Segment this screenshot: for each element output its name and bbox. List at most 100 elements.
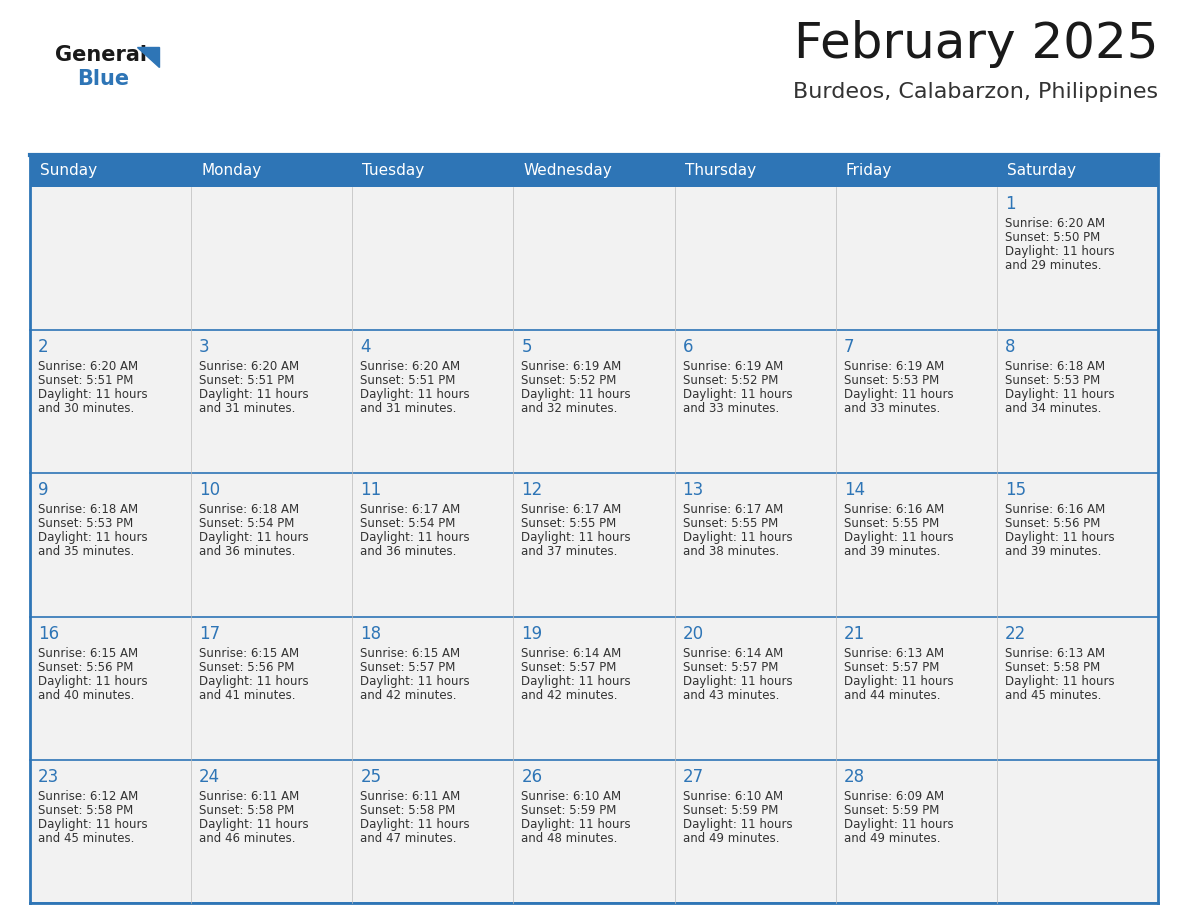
- Text: Sunset: 5:59 PM: Sunset: 5:59 PM: [522, 804, 617, 817]
- Bar: [513, 760, 675, 903]
- Text: General: General: [55, 45, 147, 65]
- Text: Daylight: 11 hours: Daylight: 11 hours: [843, 675, 953, 688]
- Text: 2: 2: [38, 338, 49, 356]
- Bar: [353, 474, 513, 617]
- Text: Daylight: 11 hours: Daylight: 11 hours: [200, 388, 309, 401]
- Text: Sunset: 5:54 PM: Sunset: 5:54 PM: [360, 518, 456, 531]
- Text: Thursday: Thursday: [684, 163, 756, 178]
- Text: Sunset: 5:53 PM: Sunset: 5:53 PM: [1005, 375, 1100, 387]
- Text: Daylight: 11 hours: Daylight: 11 hours: [683, 675, 792, 688]
- Text: Sunrise: 6:19 AM: Sunrise: 6:19 AM: [843, 360, 944, 374]
- Text: Sunrise: 6:13 AM: Sunrise: 6:13 AM: [843, 646, 943, 660]
- Text: 13: 13: [683, 481, 703, 499]
- Text: and 41 minutes.: and 41 minutes.: [200, 688, 296, 701]
- Text: Daylight: 11 hours: Daylight: 11 hours: [1005, 388, 1114, 401]
- Text: and 46 minutes.: and 46 minutes.: [200, 832, 296, 845]
- Text: Sunset: 5:52 PM: Sunset: 5:52 PM: [522, 375, 617, 387]
- Text: Sunrise: 6:17 AM: Sunrise: 6:17 AM: [683, 503, 783, 517]
- Text: 9: 9: [38, 481, 49, 499]
- Text: Sunrise: 6:20 AM: Sunrise: 6:20 AM: [38, 360, 138, 374]
- Text: 14: 14: [843, 481, 865, 499]
- Text: and 45 minutes.: and 45 minutes.: [1005, 688, 1101, 701]
- Bar: [835, 760, 997, 903]
- Text: and 42 minutes.: and 42 minutes.: [522, 688, 618, 701]
- Bar: [835, 474, 997, 617]
- Text: Sunrise: 6:11 AM: Sunrise: 6:11 AM: [360, 789, 461, 803]
- Text: Sunrise: 6:19 AM: Sunrise: 6:19 AM: [683, 360, 783, 374]
- Bar: [30, 474, 191, 617]
- Text: and 48 minutes.: and 48 minutes.: [522, 832, 618, 845]
- Text: 1: 1: [1005, 195, 1016, 213]
- Bar: [835, 187, 997, 330]
- Bar: [30, 330, 191, 474]
- Text: Daylight: 11 hours: Daylight: 11 hours: [522, 675, 631, 688]
- Text: Sunset: 5:55 PM: Sunset: 5:55 PM: [843, 518, 939, 531]
- Text: Daylight: 11 hours: Daylight: 11 hours: [522, 388, 631, 401]
- Bar: [997, 187, 1158, 330]
- Text: Sunset: 5:57 PM: Sunset: 5:57 PM: [843, 661, 939, 674]
- Text: Daylight: 11 hours: Daylight: 11 hours: [200, 675, 309, 688]
- Text: Daylight: 11 hours: Daylight: 11 hours: [38, 818, 147, 831]
- Text: Daylight: 11 hours: Daylight: 11 hours: [1005, 245, 1114, 258]
- Text: Sunset: 5:58 PM: Sunset: 5:58 PM: [38, 804, 133, 817]
- Bar: [353, 617, 513, 760]
- Bar: [353, 187, 513, 330]
- Text: Sunset: 5:53 PM: Sunset: 5:53 PM: [38, 518, 133, 531]
- Text: Sunday: Sunday: [40, 163, 97, 178]
- Text: Daylight: 11 hours: Daylight: 11 hours: [360, 818, 470, 831]
- Polygon shape: [137, 47, 159, 67]
- Text: Sunrise: 6:10 AM: Sunrise: 6:10 AM: [522, 789, 621, 803]
- Text: 11: 11: [360, 481, 381, 499]
- Bar: [353, 330, 513, 474]
- Text: and 44 minutes.: and 44 minutes.: [843, 688, 940, 701]
- Text: Sunset: 5:58 PM: Sunset: 5:58 PM: [360, 804, 455, 817]
- Text: Sunrise: 6:17 AM: Sunrise: 6:17 AM: [360, 503, 461, 517]
- Bar: [997, 760, 1158, 903]
- Text: Sunset: 5:56 PM: Sunset: 5:56 PM: [38, 661, 133, 674]
- Bar: [30, 187, 191, 330]
- Text: Sunset: 5:58 PM: Sunset: 5:58 PM: [200, 804, 295, 817]
- Text: and 35 minutes.: and 35 minutes.: [38, 545, 134, 558]
- Text: Daylight: 11 hours: Daylight: 11 hours: [360, 532, 470, 544]
- Text: and 38 minutes.: and 38 minutes.: [683, 545, 779, 558]
- Bar: [353, 760, 513, 903]
- Text: Sunrise: 6:09 AM: Sunrise: 6:09 AM: [843, 789, 943, 803]
- Text: Sunset: 5:51 PM: Sunset: 5:51 PM: [200, 375, 295, 387]
- Bar: [513, 474, 675, 617]
- Text: Burdeos, Calabarzon, Philippines: Burdeos, Calabarzon, Philippines: [792, 82, 1158, 102]
- Text: 22: 22: [1005, 624, 1026, 643]
- Text: Daylight: 11 hours: Daylight: 11 hours: [38, 388, 147, 401]
- Text: and 32 minutes.: and 32 minutes.: [522, 402, 618, 415]
- Text: Friday: Friday: [846, 163, 892, 178]
- Text: and 34 minutes.: and 34 minutes.: [1005, 402, 1101, 415]
- Bar: [191, 617, 353, 760]
- Text: Sunset: 5:54 PM: Sunset: 5:54 PM: [200, 518, 295, 531]
- Text: 21: 21: [843, 624, 865, 643]
- Text: and 31 minutes.: and 31 minutes.: [360, 402, 456, 415]
- Text: Sunset: 5:59 PM: Sunset: 5:59 PM: [843, 804, 939, 817]
- Text: and 37 minutes.: and 37 minutes.: [522, 545, 618, 558]
- Text: Sunset: 5:56 PM: Sunset: 5:56 PM: [200, 661, 295, 674]
- Text: Wednesday: Wednesday: [524, 163, 612, 178]
- Text: 6: 6: [683, 338, 693, 356]
- Text: and 49 minutes.: and 49 minutes.: [683, 832, 779, 845]
- Text: 8: 8: [1005, 338, 1016, 356]
- Text: and 47 minutes.: and 47 minutes.: [360, 832, 456, 845]
- Text: Daylight: 11 hours: Daylight: 11 hours: [683, 388, 792, 401]
- Text: Daylight: 11 hours: Daylight: 11 hours: [200, 532, 309, 544]
- Text: Sunrise: 6:16 AM: Sunrise: 6:16 AM: [843, 503, 944, 517]
- Text: 4: 4: [360, 338, 371, 356]
- Text: Sunset: 5:58 PM: Sunset: 5:58 PM: [1005, 661, 1100, 674]
- Text: Sunrise: 6:15 AM: Sunrise: 6:15 AM: [38, 646, 138, 660]
- Text: and 49 minutes.: and 49 minutes.: [843, 832, 940, 845]
- Text: Daylight: 11 hours: Daylight: 11 hours: [843, 532, 953, 544]
- Text: and 30 minutes.: and 30 minutes.: [38, 402, 134, 415]
- Text: and 40 minutes.: and 40 minutes.: [38, 688, 134, 701]
- Text: 3: 3: [200, 338, 210, 356]
- Bar: [675, 330, 835, 474]
- Bar: [675, 187, 835, 330]
- Bar: [675, 760, 835, 903]
- Bar: [997, 474, 1158, 617]
- Text: 23: 23: [38, 767, 59, 786]
- Text: 25: 25: [360, 767, 381, 786]
